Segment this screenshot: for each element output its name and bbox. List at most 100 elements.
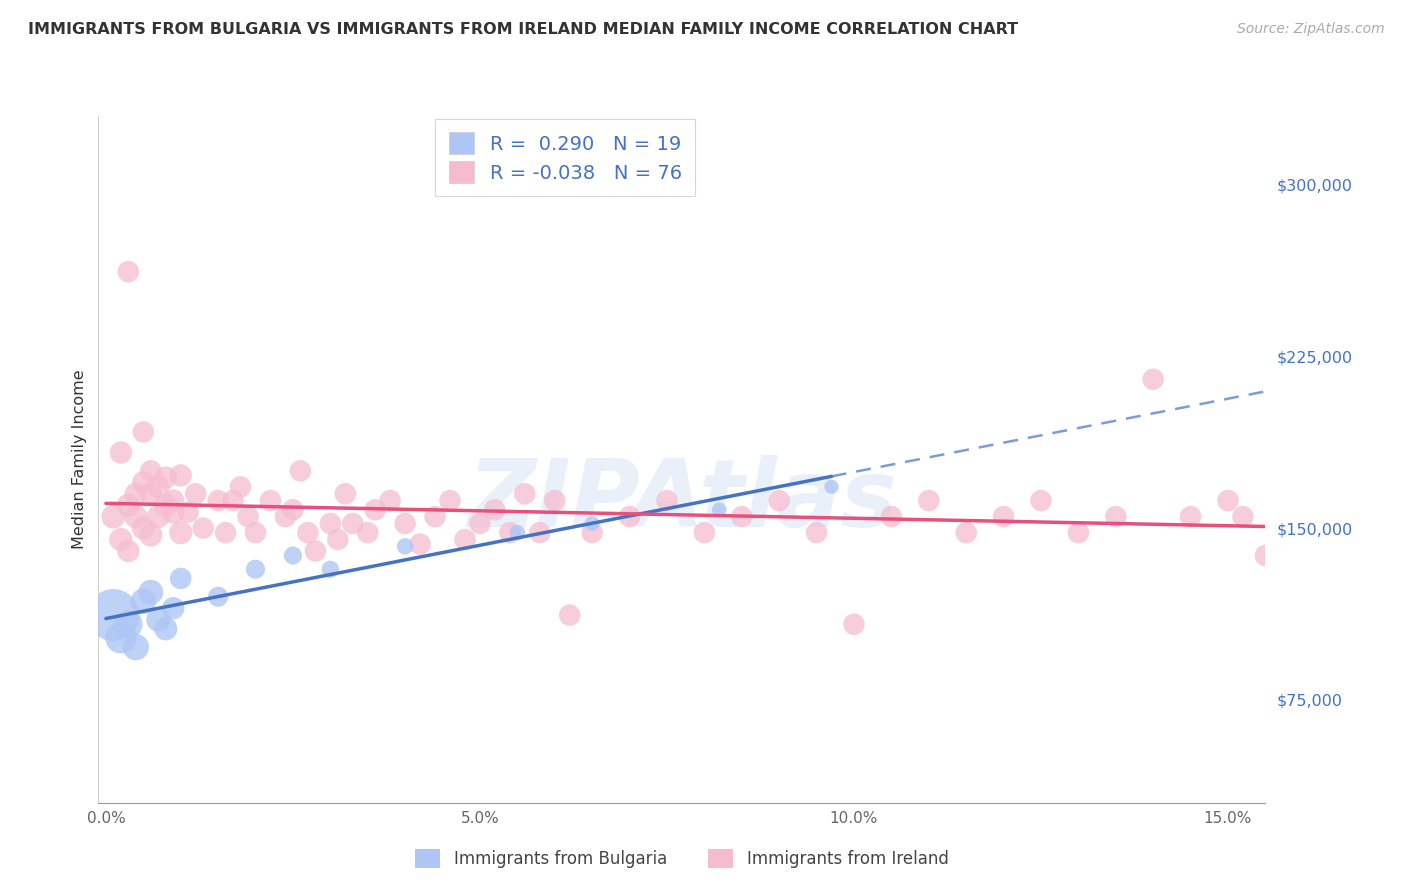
Point (110, 631, 132, 645)
Point (117, 544, 139, 558)
Point (207, 590, 229, 604)
Point (170, 468, 193, 483)
Point (955, 525, 977, 540)
Point (880, 509, 903, 524)
Point (326, 533, 349, 547)
Legend: R =  0.290   N = 19, R = -0.038   N = 76: R = 0.290 N = 19, R = -0.038 N = 76 (434, 119, 696, 196)
Point (1142, 372, 1164, 386)
Point (132, 425, 155, 439)
Point (693, 525, 716, 540)
Point (820, 480, 842, 494)
Point (117, 265, 139, 279)
Point (506, 525, 529, 540)
Point (177, 505, 200, 519)
Point (214, 525, 236, 540)
Point (139, 487, 162, 501)
Point (103, 509, 125, 524)
Point (842, 617, 865, 632)
Point (110, 533, 132, 547)
Point (1232, 509, 1254, 524)
Point (513, 487, 536, 501)
Text: Source: ZipAtlas.com: Source: ZipAtlas.com (1237, 22, 1385, 37)
Text: ZIPAtlas: ZIPAtlas (467, 455, 897, 547)
Legend: Immigrants from Bulgaria, Immigrants from Ireland: Immigrants from Bulgaria, Immigrants fro… (409, 843, 955, 875)
Point (394, 516, 416, 531)
Point (581, 516, 603, 531)
Point (1216, 493, 1239, 508)
Point (806, 525, 828, 540)
Point (409, 537, 432, 551)
Point (191, 521, 214, 535)
Text: IMMIGRANTS FROM BULGARIA VS IMMIGRANTS FROM IRELAND MEDIAN FAMILY INCOME CORRELA: IMMIGRANTS FROM BULGARIA VS IMMIGRANTS F… (28, 22, 1018, 37)
Point (281, 549, 304, 563)
Point (117, 617, 139, 632)
Point (1105, 509, 1128, 524)
Point (319, 516, 342, 531)
Point (335, 487, 357, 501)
Point (364, 502, 387, 516)
Point (290, 464, 312, 478)
Point (454, 533, 477, 547)
Point (468, 516, 491, 531)
Point (222, 493, 245, 508)
Point (709, 502, 731, 516)
Point (499, 525, 522, 540)
Point (148, 480, 170, 494)
Point (139, 585, 162, 599)
Point (394, 540, 416, 554)
Point (110, 445, 132, 459)
Point (125, 509, 148, 524)
Point (162, 601, 184, 615)
Point (117, 498, 139, 512)
Point (155, 622, 177, 636)
Point (619, 509, 641, 524)
Point (162, 505, 184, 519)
Point (581, 525, 603, 540)
Point (655, 493, 678, 508)
Point (544, 493, 567, 508)
Point (304, 544, 326, 558)
Point (768, 493, 790, 508)
Point (357, 525, 380, 540)
Point (103, 608, 125, 623)
Point (170, 525, 193, 540)
Point (993, 509, 1015, 524)
Point (439, 493, 461, 508)
Point (245, 525, 267, 540)
Point (918, 493, 941, 508)
Point (148, 613, 170, 627)
Point (139, 528, 162, 542)
Point (319, 562, 342, 576)
Point (148, 509, 170, 524)
Point (484, 502, 506, 516)
Point (274, 509, 297, 524)
Point (297, 525, 319, 540)
Point (378, 493, 402, 508)
Point (259, 493, 281, 508)
Point (155, 471, 177, 485)
Point (236, 509, 259, 524)
Point (558, 608, 581, 623)
Point (1254, 549, 1277, 563)
Point (1029, 493, 1052, 508)
Point (125, 640, 148, 654)
Point (132, 594, 155, 608)
Point (731, 509, 754, 524)
Point (207, 493, 229, 508)
Y-axis label: Median Family Income: Median Family Income (72, 369, 87, 549)
Point (1180, 509, 1202, 524)
Point (1067, 525, 1090, 540)
Point (423, 509, 446, 524)
Point (132, 521, 155, 535)
Point (184, 487, 207, 501)
Point (281, 502, 304, 516)
Point (155, 498, 177, 512)
Point (139, 464, 162, 478)
Point (132, 475, 155, 490)
Point (229, 480, 252, 494)
Point (125, 487, 148, 501)
Point (170, 571, 193, 585)
Point (162, 493, 184, 508)
Point (245, 562, 267, 576)
Point (342, 516, 364, 531)
